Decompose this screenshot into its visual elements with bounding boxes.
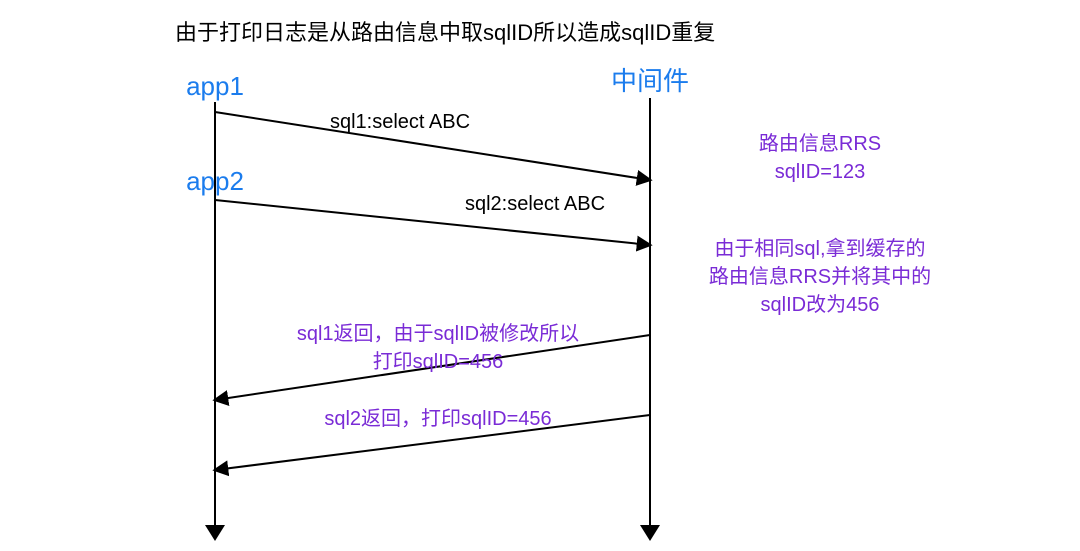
actor-app1-label: app1 (186, 71, 244, 101)
notes-group: 路由信息RRS sqlID=123 由于相同sql,拿到缓存的路由信息RRS并将其中… (709, 132, 931, 316)
note-n1-line0: 路由信息RRS (759, 132, 881, 155)
note-n2-line2: sqlID改为456 (761, 293, 880, 316)
actor-middleware-label: 中间件 (611, 66, 689, 96)
note-n2-line1: 路由信息RRS并将其中的 (709, 265, 931, 288)
lifeline-right-arrowhead (640, 525, 660, 541)
message-label-m3-line1: 打印sqlID=456 (373, 350, 504, 373)
lifeline-left-arrowhead (205, 525, 225, 541)
note-n1-line1: sqlID=123 (775, 161, 866, 183)
message-label-m3-line0: sql1返回，由于sqlID被修改所以 (297, 322, 579, 345)
message-label-m1: sql1:select ABC (330, 111, 470, 133)
note-n2-line0: 由于相同sql,拿到缓存的 (714, 236, 925, 260)
message-label-m2: sql2:select ABC (465, 193, 605, 215)
diagram-title: 由于打印日志是从路由信息中取sqlID所以造成sqlID重复 (175, 20, 715, 45)
messages-group: sql1:select ABC sql2:select ABC sql1返回，由于s… (215, 111, 650, 470)
lifelines-group (205, 98, 660, 541)
message-label-m4: sql2返回，打印sqlID=456 (324, 407, 551, 430)
